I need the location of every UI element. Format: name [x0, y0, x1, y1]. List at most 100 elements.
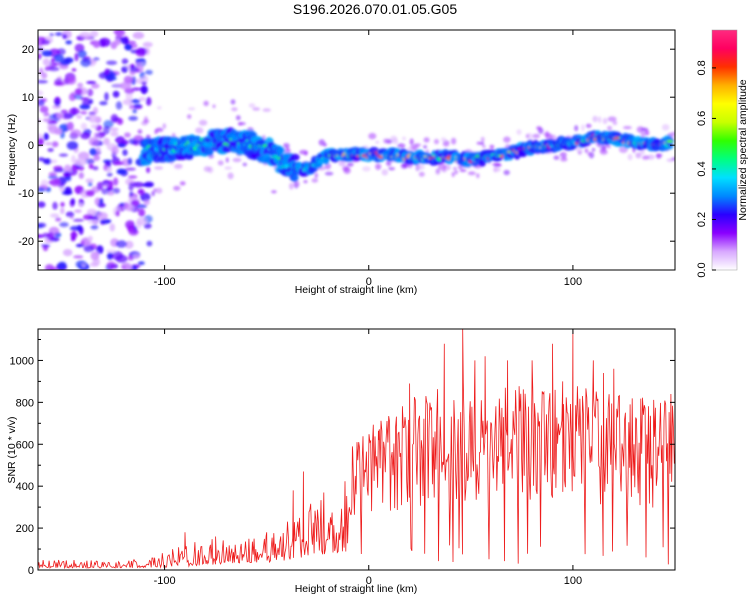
heatmap-cell	[179, 181, 186, 186]
heatmap-cell	[142, 41, 153, 48]
heatmap-cell	[493, 167, 501, 172]
spectrogram-x-axis-title: Height of straight line (km)	[295, 284, 418, 296]
heatmap-cell	[440, 137, 447, 142]
heatmap-cell	[132, 254, 141, 259]
heatmap-cell	[187, 107, 196, 111]
heatmap-cell	[623, 126, 632, 130]
heatmap-cell	[141, 121, 148, 126]
heatmap-cell	[52, 201, 58, 210]
heatmap-cell	[141, 81, 147, 85]
heatmap-cell	[103, 137, 110, 146]
heatmap-cell	[576, 148, 583, 154]
heatmap-cell	[248, 132, 258, 138]
spectrogram-y-axis-title: Frequency (Hz)	[6, 114, 18, 186]
heatmap-cell	[381, 169, 389, 176]
heatmap-cell	[110, 114, 119, 123]
heatmap-cell	[553, 155, 560, 160]
heatmap-cell	[62, 33, 68, 40]
heatmap-cell	[666, 139, 674, 143]
chart-title: S196.2026.070.01.05.G05	[292, 1, 458, 17]
heatmap-cell	[409, 138, 414, 146]
x-tick-label: 0	[366, 575, 372, 587]
heatmap-cell	[38, 201, 46, 208]
snr-frame	[37, 328, 676, 571]
heatmap-cell	[156, 106, 162, 110]
heatmap-cell	[59, 222, 69, 228]
heatmap-cell	[71, 68, 77, 72]
heatmap-cell	[402, 136, 406, 141]
heatmap-cell	[136, 204, 148, 209]
heatmap-cell	[137, 129, 143, 134]
y-tick-label: 0	[28, 140, 34, 152]
heatmap-cell	[232, 157, 242, 163]
heatmap-cell	[109, 127, 119, 132]
heatmap-cell	[492, 162, 501, 167]
y-tick-label: 10	[22, 92, 34, 104]
heatmap-cell	[129, 104, 135, 110]
heatmap-cell	[69, 225, 81, 231]
heatmap-cell	[38, 222, 47, 228]
heatmap-cell	[90, 262, 99, 267]
heatmap-cell	[636, 126, 645, 133]
heatmap-cell	[130, 99, 141, 104]
heatmap-cell	[49, 60, 57, 69]
colorbar-tick-label: 0.6	[696, 111, 708, 126]
heatmap-cell	[400, 162, 408, 169]
heatmap-cell	[54, 100, 61, 107]
heatmap-cell	[83, 245, 95, 253]
heatmap-cell	[454, 170, 458, 175]
heatmap-cell	[111, 146, 119, 155]
heatmap-cell	[155, 127, 164, 132]
heatmap-cell	[441, 169, 447, 173]
heatmap-cell	[87, 182, 93, 187]
heatmap-cell	[612, 120, 618, 126]
heatmap-cell	[38, 90, 44, 97]
heatmap-cell	[126, 40, 137, 44]
heatmap-cell	[127, 157, 133, 165]
heatmap-cell	[103, 164, 108, 171]
heatmap-cell	[121, 66, 128, 73]
heatmap-cell	[126, 44, 131, 51]
heatmap-cell	[80, 122, 88, 130]
heatmap-cell	[503, 136, 511, 143]
heatmap-cell	[581, 124, 585, 132]
heatmap-cell	[423, 137, 430, 143]
heatmap-cell	[38, 157, 45, 162]
heatmap-cell	[264, 153, 270, 157]
heatmap-cell	[433, 138, 440, 145]
heatmap-cell	[105, 249, 116, 253]
heatmap-cell	[43, 113, 48, 117]
heatmap-cell	[476, 173, 480, 179]
heatmap-cell	[128, 175, 138, 179]
y-tick-label: 200	[16, 523, 34, 535]
heatmap-cell	[70, 129, 82, 138]
y-tick-label: -10	[18, 188, 34, 200]
heatmap-cell	[97, 203, 106, 208]
heatmap-cell	[70, 231, 78, 238]
heatmap-cell	[119, 82, 132, 90]
heatmap-cell	[93, 154, 100, 161]
heatmap-cell	[77, 82, 84, 88]
heatmap-cell	[516, 129, 522, 135]
heatmap-cell	[599, 148, 606, 153]
y-tick-label: 20	[22, 44, 34, 56]
heatmap-cell	[138, 96, 146, 102]
heatmap-cell	[324, 171, 334, 176]
heatmap-cell	[346, 162, 354, 167]
x-tick-label: 0	[366, 276, 372, 288]
x-tick-label: -100	[154, 276, 176, 288]
heatmap-cell	[77, 50, 87, 59]
heatmap-cell	[145, 97, 152, 106]
heatmap-cell	[124, 88, 135, 94]
heatmap-cell	[59, 187, 65, 192]
heatmap-cell	[238, 122, 242, 126]
heatmap-cell	[661, 124, 670, 131]
heatmap-cell	[162, 123, 167, 129]
heatmap-cell	[90, 30, 99, 38]
heatmap-cell	[526, 134, 530, 139]
y-tick-label: 400	[16, 481, 34, 493]
heatmap-cell	[104, 68, 110, 76]
y-tick-label: 1000	[10, 355, 34, 367]
